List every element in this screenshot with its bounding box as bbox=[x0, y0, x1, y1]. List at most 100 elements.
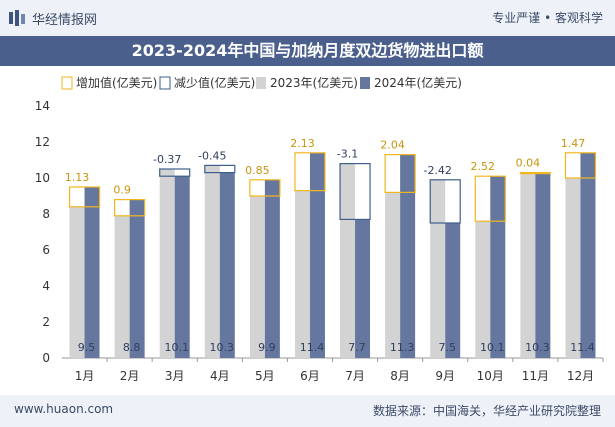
bar-2023-12 bbox=[565, 178, 581, 358]
change-box-12 bbox=[564, 152, 597, 179]
bar-2024-1 bbox=[84, 187, 100, 358]
change-label-10: 2.52 bbox=[471, 160, 496, 173]
footer-bar: www.huaon.com 数据来源：中国海关，华经产业研究院整理 bbox=[0, 395, 615, 427]
value-label-2024-8: 11.3 bbox=[390, 341, 415, 354]
change-label-11: 0.04 bbox=[516, 157, 541, 170]
legend-label-2: 2023年(亿美元) bbox=[270, 75, 358, 90]
value-label-2024-4: 10.3 bbox=[210, 341, 235, 354]
change-label-3: -0.37 bbox=[153, 153, 181, 166]
bar-2023-3 bbox=[159, 169, 175, 358]
y-tick-label-6: 12 bbox=[35, 135, 50, 149]
change-box-2 bbox=[114, 199, 146, 217]
bar-2024-4 bbox=[219, 172, 235, 358]
brand-name: 华经情报网 bbox=[32, 13, 98, 28]
x-tick-label-4: 5月 bbox=[255, 369, 275, 383]
bar-2023-8 bbox=[385, 192, 401, 358]
bar-2023-5 bbox=[249, 196, 265, 358]
value-label-2024-2: 8.8 bbox=[123, 341, 141, 354]
bar-2024-3 bbox=[174, 176, 190, 358]
legend-label-1: 减少值(亿美元) bbox=[174, 75, 255, 90]
legend-swatch-1 bbox=[159, 76, 171, 90]
change-label-1: 1.13 bbox=[65, 171, 90, 184]
bar-2023-10 bbox=[475, 221, 491, 358]
chart-legend: 增加值(亿美元) 减少值(亿美元) 2023年(亿美元) 2024年(亿美元) bbox=[61, 75, 462, 90]
x-tick-label-0: 1月 bbox=[75, 369, 95, 383]
value-label-2024-9: 7.5 bbox=[438, 341, 456, 354]
legend-swatch-2 bbox=[256, 77, 266, 89]
value-label-2024-11: 10.3 bbox=[525, 341, 550, 354]
value-label-2024-5: 9.9 bbox=[258, 341, 276, 354]
bar-2024-12 bbox=[580, 152, 596, 358]
value-label-2024-7: 7.7 bbox=[348, 341, 366, 354]
legend-label-3: 2024年(亿美元) bbox=[374, 75, 462, 90]
bar-2024-6 bbox=[309, 152, 325, 358]
x-tick-label-6: 7月 bbox=[345, 369, 365, 383]
legend-label-0: 增加值(亿美元) bbox=[76, 75, 157, 90]
footer-data-source: 数据来源：中国海关，华经产业研究院整理 bbox=[372, 404, 601, 418]
change-box-10 bbox=[474, 175, 506, 222]
change-label-4: -0.45 bbox=[198, 149, 226, 162]
footer-website-link[interactable]: www.huaon.com bbox=[14, 402, 114, 416]
bar-2023-9 bbox=[430, 179, 446, 358]
x-tick-label-1: 2月 bbox=[120, 369, 140, 383]
y-tick-label-3: 6 bbox=[42, 243, 50, 257]
chart-bars bbox=[68, 152, 597, 358]
x-tick-label-10: 11月 bbox=[522, 369, 549, 383]
x-tick-label-11: 12月 bbox=[567, 369, 594, 383]
title-bar: 2023-2024年中国与加纳月度双边货物进出口额 bbox=[0, 36, 615, 66]
change-box-6 bbox=[294, 152, 326, 192]
y-tick-label-2: 4 bbox=[42, 279, 50, 293]
bar-2024-2 bbox=[129, 199, 145, 358]
x-tick-label-3: 4月 bbox=[210, 369, 230, 383]
value-label-2024-6: 11.4 bbox=[300, 341, 325, 354]
value-label-2024-12: 11.4 bbox=[570, 341, 595, 354]
change-label-6: 2.13 bbox=[290, 137, 315, 150]
bar-2023-4 bbox=[204, 165, 220, 358]
y-tick-label-0: 0 bbox=[42, 351, 50, 365]
change-box-9 bbox=[429, 179, 461, 224]
change-box-11 bbox=[519, 171, 551, 175]
change-label-2: 0.9 bbox=[113, 184, 131, 197]
chart-axes: 0 2 4 6 8 10 12 14 1月 2月 3月 4月 5月 6月 7月 8月 9月 10月 11月 12月 bbox=[35, 99, 604, 383]
chart-area: 增加值(亿美元) 减少值(亿美元) 2023年(亿美元) 2024年(亿美元) 0 2 4… bbox=[35, 75, 604, 383]
change-label-8: 2.04 bbox=[380, 139, 405, 152]
bar-2024-10 bbox=[490, 176, 506, 358]
chart-title: 2023-2024年中国与加纳月度双边货物进出口额 bbox=[131, 41, 484, 60]
bar-2024-5 bbox=[264, 179, 280, 358]
bar-2024-9 bbox=[445, 223, 461, 358]
change-box-3 bbox=[159, 168, 191, 177]
x-tick-label-7: 8月 bbox=[390, 369, 410, 383]
x-tick-label-2: 3月 bbox=[165, 369, 185, 383]
value-label-2024-3: 10.1 bbox=[164, 341, 189, 354]
bar-2023-1 bbox=[69, 206, 85, 358]
bar-2024-7 bbox=[355, 219, 371, 358]
bar-2023-6 bbox=[294, 190, 310, 358]
y-tick-label-1: 2 bbox=[42, 315, 50, 329]
bar-2023-2 bbox=[114, 215, 130, 358]
legend-swatch-3 bbox=[360, 77, 370, 89]
x-tick-label-5: 6月 bbox=[300, 369, 320, 383]
legend-swatch-0 bbox=[61, 76, 73, 90]
change-box-7 bbox=[339, 162, 371, 220]
bar-2024-11 bbox=[535, 172, 551, 358]
change-box-1 bbox=[68, 186, 101, 208]
huajing-logo-icon bbox=[9, 10, 25, 26]
change-label-5: 0.85 bbox=[245, 164, 270, 177]
change-label-7: -3.1 bbox=[337, 148, 358, 161]
change-label-9: -2.42 bbox=[423, 164, 451, 177]
bar-2023-11 bbox=[520, 172, 536, 358]
change-label-12: 1.47 bbox=[561, 137, 586, 150]
bar-2024-8 bbox=[400, 154, 416, 358]
change-box-8 bbox=[384, 153, 416, 193]
y-tick-label-4: 8 bbox=[42, 207, 50, 221]
y-tick-label-5: 10 bbox=[35, 171, 50, 185]
y-tick-label-7: 14 bbox=[35, 99, 50, 113]
x-tick-label-9: 10月 bbox=[477, 369, 504, 383]
change-box-5 bbox=[249, 179, 281, 197]
bar-2023-7 bbox=[340, 163, 356, 358]
value-label-2024-1: 9.5 bbox=[78, 341, 96, 354]
top-header-bar: 华经情报网 专业严谨 • 客观科学 bbox=[0, 0, 615, 36]
brand-tagline: 专业严谨 • 客观科学 bbox=[492, 11, 603, 25]
chart-labels: 1.13 9.5 0.9 8.8 -0.37 10.1 -0.45 10.3 0.85 9.9 2.… bbox=[65, 137, 595, 354]
x-tick-label-8: 9月 bbox=[435, 369, 455, 383]
